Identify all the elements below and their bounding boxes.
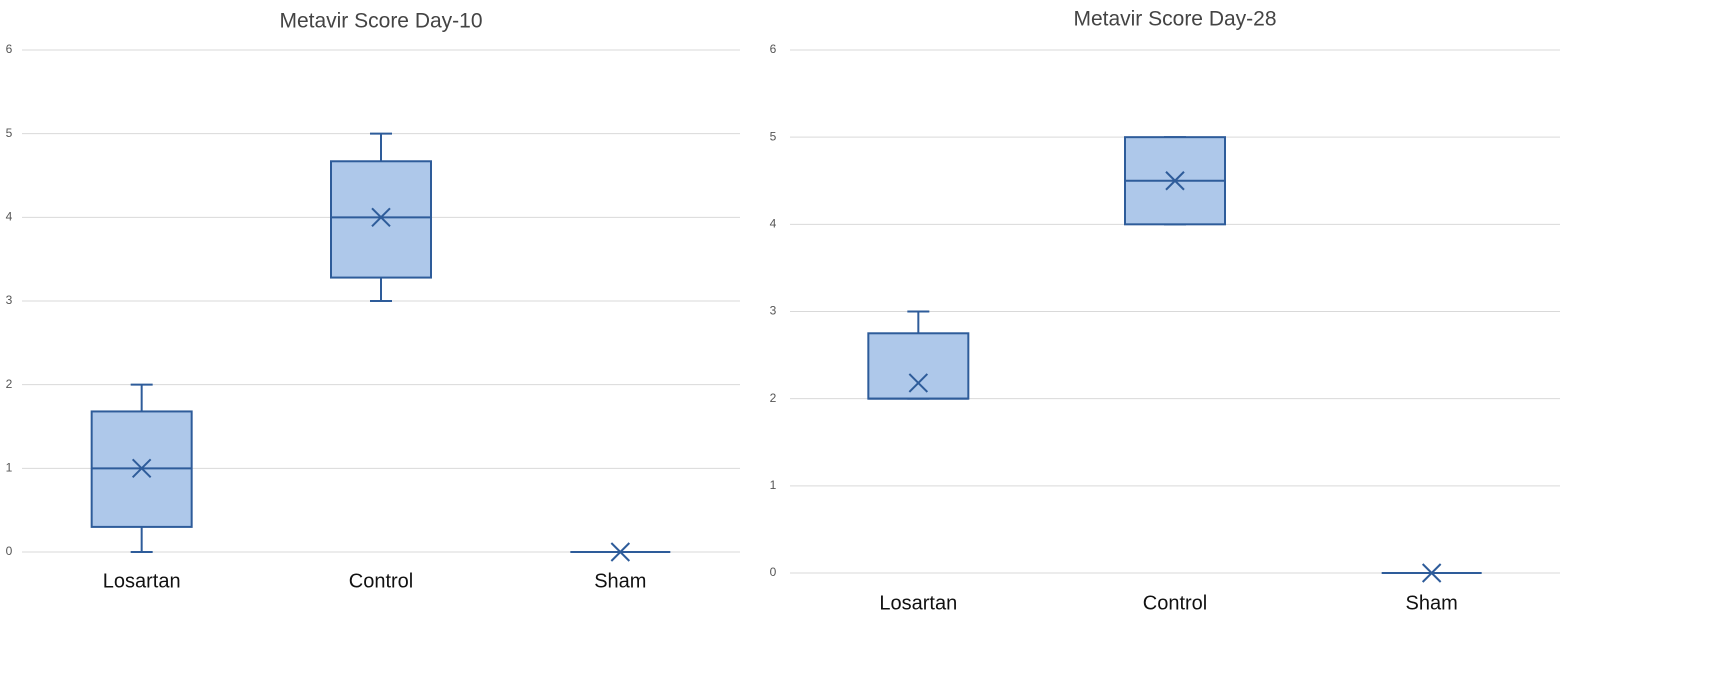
y-tick-label: 0 xyxy=(770,565,777,579)
x-tick-label: Control xyxy=(1143,592,1207,614)
mean-marker xyxy=(610,542,631,562)
y-tick-label: 1 xyxy=(770,478,777,492)
x-tick-label: Sham xyxy=(594,570,646,592)
chart-title: Metavir Score Day-10 xyxy=(279,10,482,33)
mean-marker xyxy=(131,458,152,479)
y-tick-label: 3 xyxy=(6,293,13,307)
mean-marker xyxy=(908,373,929,393)
box xyxy=(330,160,432,279)
x-tick-label: Control xyxy=(349,570,413,592)
box xyxy=(867,332,970,400)
y-tick-label: 2 xyxy=(6,377,13,391)
y-tick-label: 5 xyxy=(770,129,777,143)
y-tick-label: 4 xyxy=(770,217,777,231)
mean-marker xyxy=(1165,171,1185,191)
x-tick-label: Sham xyxy=(1406,592,1458,614)
y-tick-label: 5 xyxy=(6,126,13,140)
y-tick-label: 1 xyxy=(6,461,13,475)
chart-title: Metavir Score Day-28 xyxy=(1073,8,1276,31)
y-tick-label: 0 xyxy=(6,544,13,558)
y-tick-label: 6 xyxy=(6,42,13,56)
y-tick-label: 4 xyxy=(6,210,13,224)
mean-marker xyxy=(1421,563,1442,583)
mean-marker xyxy=(371,207,391,228)
x-tick-label: Losartan xyxy=(103,570,181,592)
y-tick-label: 3 xyxy=(770,304,777,318)
x-tick-label: Losartan xyxy=(879,592,957,614)
y-tick-label: 2 xyxy=(770,391,777,405)
y-tick-label: 6 xyxy=(770,42,777,56)
